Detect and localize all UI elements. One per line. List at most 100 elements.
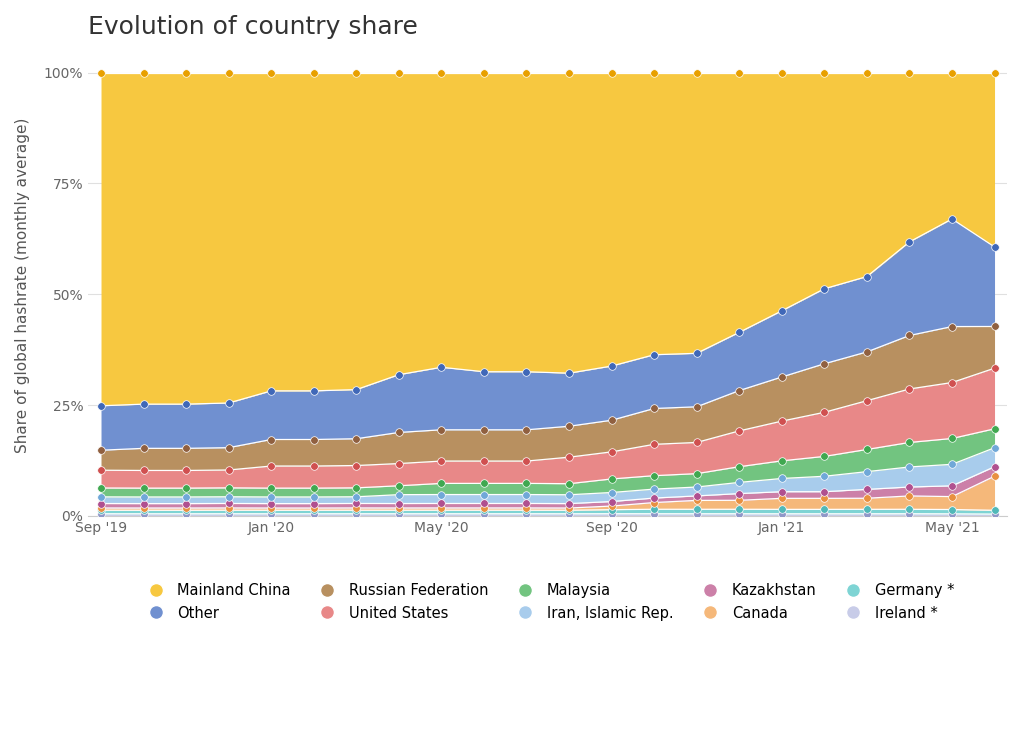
Point	[518, 497, 535, 509]
Point	[93, 444, 109, 456]
Point	[93, 502, 109, 514]
Point	[93, 504, 109, 516]
Point	[731, 477, 748, 489]
Point	[901, 383, 918, 395]
Y-axis label: Share of global hashrate (monthly average): Share of global hashrate (monthly averag…	[15, 118, 30, 453]
Point	[348, 482, 365, 494]
Point	[518, 508, 535, 520]
Point	[348, 432, 365, 444]
Point	[646, 497, 662, 508]
Point	[263, 66, 279, 78]
Point	[816, 66, 832, 78]
Point	[901, 503, 918, 515]
Point	[135, 491, 151, 503]
Point	[816, 492, 832, 504]
Point	[731, 494, 748, 506]
Point	[901, 481, 918, 493]
Point	[560, 66, 577, 78]
Point	[943, 480, 960, 492]
Point	[646, 438, 662, 450]
Point	[434, 477, 450, 489]
Point	[518, 489, 535, 500]
Point	[390, 508, 407, 520]
Point	[135, 443, 151, 455]
Point	[901, 461, 918, 473]
Point	[987, 320, 1003, 332]
Point	[560, 502, 577, 514]
Point	[901, 66, 918, 78]
Point	[731, 425, 748, 437]
Point	[390, 66, 407, 78]
Point	[135, 482, 151, 494]
Point	[220, 497, 237, 509]
Point	[178, 502, 195, 514]
Point	[604, 486, 620, 498]
Point	[263, 504, 279, 516]
Point	[135, 508, 151, 520]
Point	[859, 444, 876, 455]
Point	[434, 455, 450, 467]
Point	[178, 443, 195, 455]
Point	[135, 504, 151, 516]
Point	[901, 490, 918, 502]
Point	[306, 482, 322, 494]
Point	[901, 330, 918, 342]
Point	[731, 326, 748, 338]
Point	[560, 477, 577, 489]
Point	[390, 502, 407, 514]
Point	[434, 362, 450, 373]
Point	[135, 464, 151, 476]
Legend: Mainland China, Other, Russian Federation, United States, Malaysia, Iran, Islami: Mainland China, Other, Russian Federatio…	[141, 583, 955, 621]
Point	[987, 241, 1003, 253]
Point	[93, 66, 109, 78]
Point	[518, 504, 535, 516]
Point	[816, 407, 832, 418]
Point	[560, 508, 577, 520]
Point	[859, 271, 876, 283]
Point	[604, 473, 620, 485]
Point	[220, 442, 237, 454]
Point	[263, 434, 279, 446]
Point	[987, 470, 1003, 482]
Point	[476, 477, 492, 489]
Point	[688, 481, 705, 493]
Point	[220, 508, 237, 520]
Point	[390, 480, 407, 492]
Point	[731, 508, 748, 520]
Point	[434, 504, 450, 516]
Point	[93, 497, 109, 509]
Point	[93, 464, 109, 476]
Point	[943, 432, 960, 444]
Point	[901, 508, 918, 520]
Point	[476, 508, 492, 520]
Point	[774, 492, 790, 504]
Point	[518, 502, 535, 514]
Point	[390, 427, 407, 438]
Point	[987, 508, 1003, 520]
Point	[859, 466, 876, 477]
Point	[604, 66, 620, 78]
Point	[731, 503, 748, 515]
Point	[987, 362, 1003, 374]
Point	[604, 446, 620, 458]
Point	[943, 508, 960, 520]
Point	[263, 482, 279, 494]
Point	[774, 472, 790, 484]
Point	[434, 424, 450, 435]
Point	[859, 395, 876, 407]
Point	[348, 460, 365, 472]
Point	[560, 421, 577, 432]
Point	[646, 508, 662, 520]
Point	[476, 497, 492, 509]
Point	[731, 66, 748, 78]
Point	[348, 504, 365, 516]
Point	[859, 508, 876, 520]
Point	[518, 66, 535, 78]
Point	[816, 508, 832, 520]
Point	[348, 491, 365, 503]
Point	[263, 502, 279, 514]
Point	[646, 66, 662, 78]
Point	[688, 490, 705, 502]
Point	[476, 489, 492, 500]
Point	[135, 399, 151, 410]
